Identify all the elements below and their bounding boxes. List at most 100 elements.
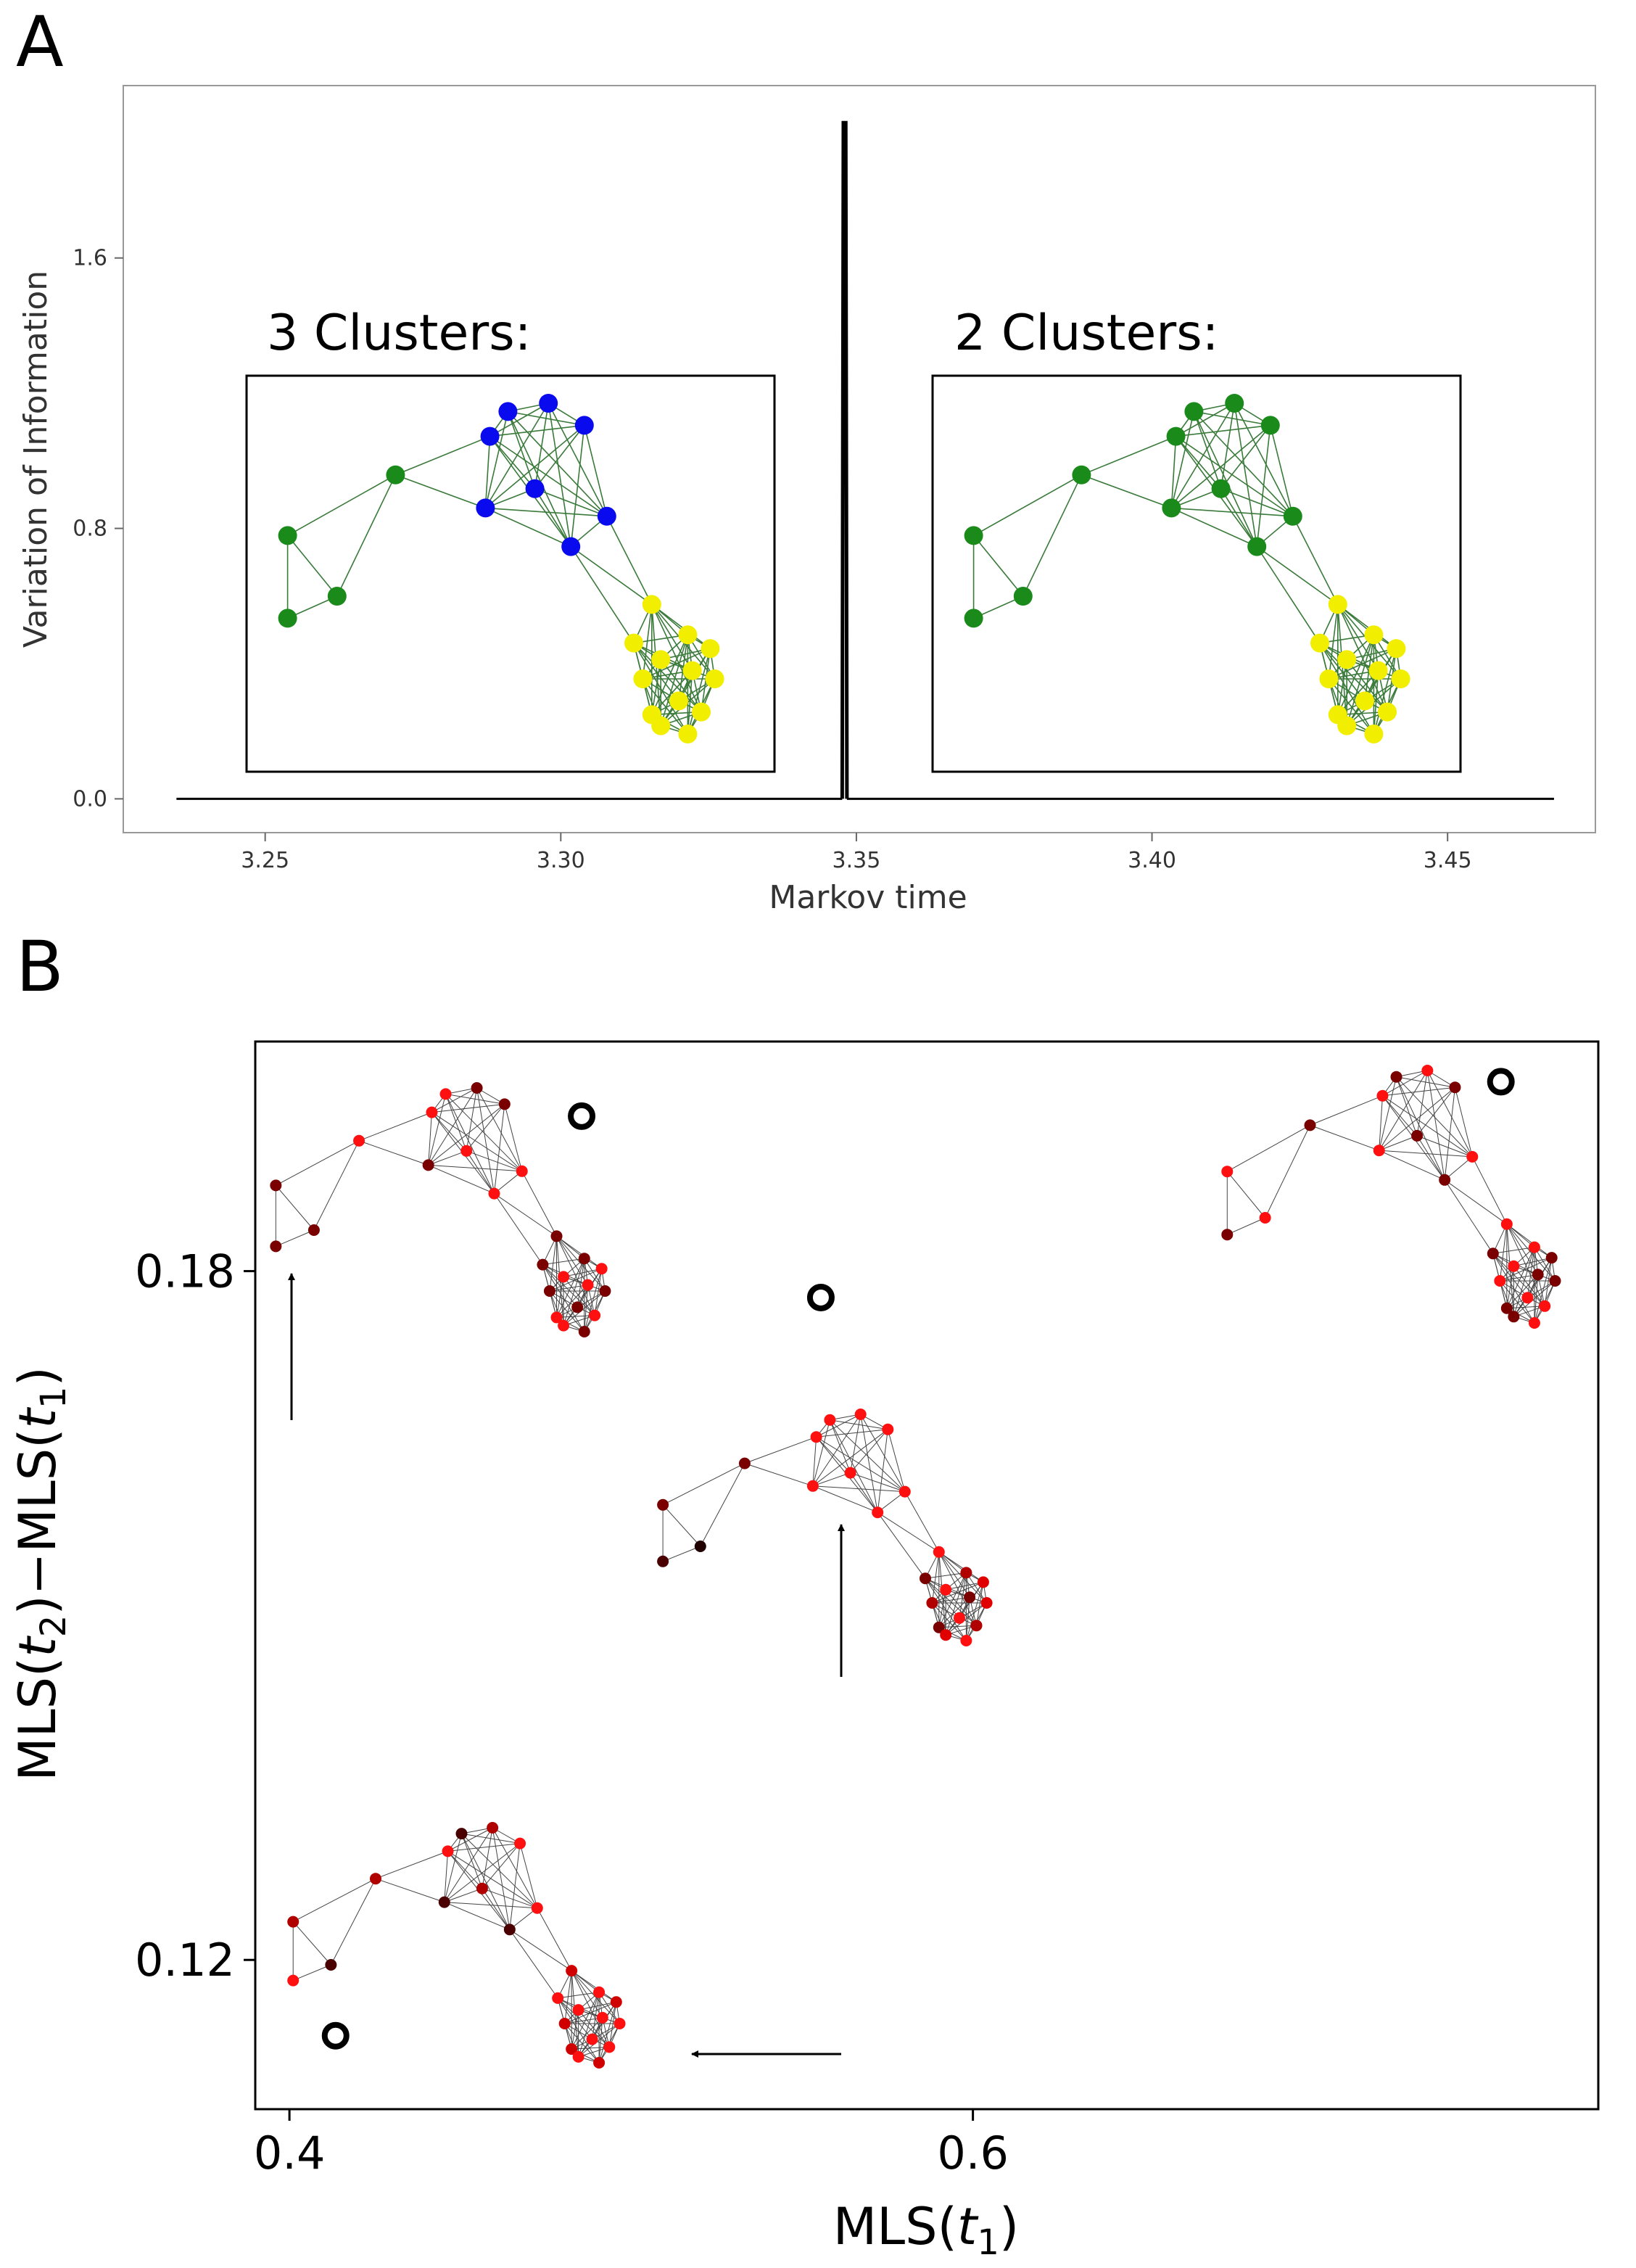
network-edge (1346, 634, 1375, 726)
network-edge (313, 1140, 360, 1231)
network-edge (945, 1582, 984, 1636)
data-point-marker: network B (568, 1102, 596, 1130)
network-edge (445, 1094, 495, 1194)
network-edge (1220, 403, 1235, 489)
network-node (926, 1597, 938, 1609)
network-edge (444, 1843, 521, 1902)
network-edge (1499, 1224, 1508, 1282)
network-edge (642, 678, 689, 735)
network-node (705, 669, 724, 688)
network-node (561, 537, 581, 556)
network-edge (687, 670, 693, 735)
network-edge (1382, 1095, 1473, 1158)
network-edge (431, 1112, 522, 1172)
network-edge (556, 1284, 588, 1318)
network-edge (584, 1269, 603, 1332)
network-node (327, 587, 347, 606)
network-center (657, 1409, 993, 1646)
network-edge (1193, 411, 1257, 547)
network-edge (598, 2017, 603, 2063)
network-edge (829, 1419, 878, 1513)
network-edge (1379, 1095, 1383, 1151)
network-edge (642, 604, 653, 680)
network-edge (428, 1112, 432, 1166)
network-edge (509, 1843, 521, 1930)
network-node (970, 1620, 983, 1632)
network-edge (651, 603, 711, 649)
network-node (651, 650, 671, 669)
network-node (571, 1301, 584, 1314)
network-node (488, 1187, 500, 1200)
network-edge (489, 435, 608, 517)
network-edge (549, 1268, 602, 1292)
network-node (1328, 595, 1347, 614)
network-edge (850, 1472, 905, 1493)
network-edge (476, 1087, 523, 1172)
network-edge (1416, 1135, 1445, 1181)
network-node (1421, 1065, 1434, 1076)
network-edge (1534, 1257, 1553, 1324)
network-node (810, 1431, 822, 1443)
network-node (701, 639, 720, 659)
network-edge (444, 1833, 462, 1902)
network-node (642, 595, 661, 614)
network-node (586, 2033, 598, 2045)
network-edge (461, 1833, 538, 1909)
network-edge (1513, 1247, 1535, 1317)
network-edge (484, 403, 549, 508)
network-edge (850, 1472, 878, 1513)
network-edge (276, 1229, 315, 1247)
network-edge (812, 1419, 830, 1486)
network-node (596, 2011, 608, 2024)
network-edge (358, 1112, 432, 1142)
network-node (824, 1414, 836, 1426)
network-edge (1492, 1247, 1534, 1254)
network-node (1337, 650, 1357, 669)
network-edge (428, 1094, 447, 1166)
network-edge (1506, 1224, 1545, 1307)
network-edge (1506, 1224, 1556, 1282)
network-node (1500, 1302, 1513, 1314)
network-node (614, 2018, 626, 2029)
network-edge (445, 1094, 467, 1151)
data-point-marker: network D (1487, 1068, 1515, 1096)
network-edge (1444, 1179, 1494, 1254)
network-edge (687, 648, 711, 735)
network-edge (925, 1572, 967, 1579)
network-edge (830, 1419, 906, 1492)
network-edge (1499, 1280, 1535, 1324)
network-edge (1226, 1171, 1266, 1218)
network-edge (1444, 1087, 1455, 1180)
network-edge (1382, 1070, 1428, 1097)
network-node (498, 402, 518, 421)
data-point-marker: network C (806, 1283, 835, 1311)
network-edge (1416, 1086, 1455, 1137)
network-edge (1396, 1076, 1473, 1158)
network-node (610, 1996, 622, 2008)
network-node (1466, 1150, 1479, 1163)
network-edge (563, 1268, 603, 1326)
network-edge (1513, 1257, 1553, 1317)
network-edge (563, 1268, 602, 1277)
network-node (882, 1423, 894, 1435)
network-node (270, 1179, 282, 1192)
network-edge (1193, 411, 1222, 490)
inset-network-3-clusters (278, 394, 724, 743)
network-node (1355, 691, 1374, 711)
network-edge (662, 1463, 745, 1506)
network-node (552, 1992, 564, 2004)
network-node (678, 625, 698, 645)
network-edge (812, 1485, 878, 1513)
inset-network-2-clusters (964, 394, 1410, 743)
network-edge (850, 1414, 862, 1473)
network-node (566, 1965, 578, 1977)
network-node (1508, 1260, 1520, 1272)
network-edge (578, 1992, 600, 2058)
network-edge (976, 1582, 984, 1626)
network-node (1528, 1317, 1540, 1329)
network-edge (556, 1236, 606, 1292)
plot-frame-b (254, 1040, 1600, 2111)
network-edge (1337, 670, 1379, 715)
network-edge (484, 424, 585, 509)
inset-2-clusters: 2 Clusters: (931, 305, 1462, 773)
